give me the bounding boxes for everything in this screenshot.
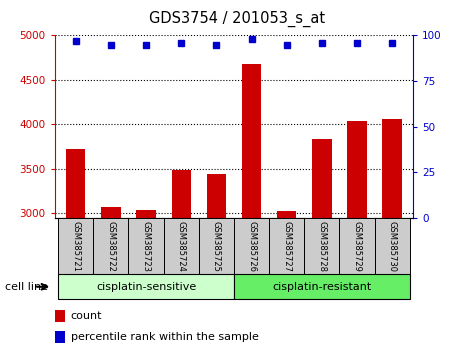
- Bar: [101, 207, 121, 218]
- Bar: [242, 64, 261, 218]
- Bar: [136, 210, 156, 218]
- Text: GSM385722: GSM385722: [106, 221, 115, 272]
- Text: cisplatin-sensitive: cisplatin-sensitive: [96, 282, 196, 292]
- Bar: [234, 218, 269, 274]
- Text: GSM385723: GSM385723: [142, 221, 151, 272]
- Bar: [312, 138, 332, 218]
- Text: GSM385724: GSM385724: [177, 221, 186, 272]
- Bar: [66, 149, 86, 218]
- Bar: [55, 331, 66, 343]
- Text: percentile rank within the sample: percentile rank within the sample: [71, 332, 259, 342]
- Text: GSM385725: GSM385725: [212, 221, 221, 272]
- Text: GSM385727: GSM385727: [282, 221, 291, 272]
- Bar: [382, 119, 402, 218]
- Text: GSM385721: GSM385721: [71, 221, 80, 272]
- Bar: [199, 218, 234, 274]
- Bar: [171, 170, 191, 218]
- Bar: [58, 218, 93, 274]
- Bar: [163, 218, 199, 274]
- Bar: [277, 211, 296, 218]
- Text: GSM385726: GSM385726: [247, 221, 256, 272]
- Bar: [304, 218, 340, 274]
- Bar: [58, 274, 234, 299]
- Bar: [207, 174, 226, 218]
- Text: count: count: [71, 311, 102, 321]
- Bar: [347, 121, 367, 218]
- Text: cisplatin-resistant: cisplatin-resistant: [272, 282, 371, 292]
- Bar: [234, 274, 410, 299]
- Text: GSM385729: GSM385729: [352, 221, 361, 272]
- Bar: [375, 218, 410, 274]
- Bar: [93, 218, 128, 274]
- Text: cell line: cell line: [5, 282, 48, 292]
- Text: GSM385730: GSM385730: [388, 221, 397, 272]
- Bar: [340, 218, 375, 274]
- Text: GDS3754 / 201053_s_at: GDS3754 / 201053_s_at: [150, 11, 325, 27]
- Bar: [55, 310, 66, 322]
- Bar: [128, 218, 163, 274]
- Bar: [269, 218, 304, 274]
- Text: GSM385728: GSM385728: [317, 221, 326, 272]
